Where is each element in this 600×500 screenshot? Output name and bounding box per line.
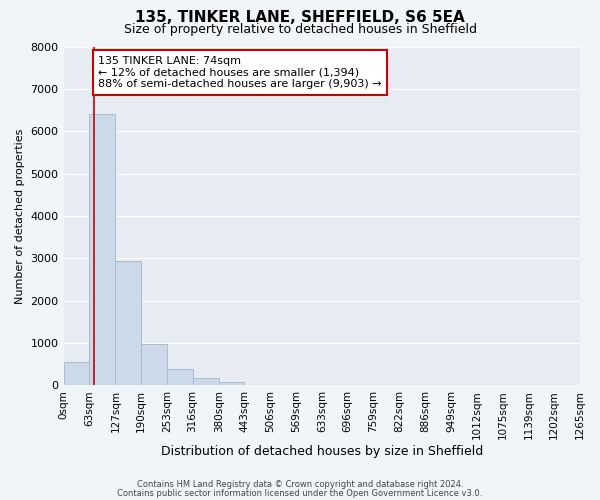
Bar: [167, 369, 193, 386]
Bar: [218, 382, 244, 386]
Text: Size of property relative to detached houses in Sheffield: Size of property relative to detached ho…: [124, 22, 476, 36]
Bar: [193, 378, 218, 386]
Bar: [89, 114, 115, 386]
Y-axis label: Number of detached properties: Number of detached properties: [15, 128, 25, 304]
Text: Contains HM Land Registry data © Crown copyright and database right 2024.: Contains HM Land Registry data © Crown c…: [137, 480, 463, 489]
Text: 135, TINKER LANE, SHEFFIELD, S6 5EA: 135, TINKER LANE, SHEFFIELD, S6 5EA: [135, 10, 465, 25]
Bar: [115, 261, 141, 386]
X-axis label: Distribution of detached houses by size in Sheffield: Distribution of detached houses by size …: [161, 444, 483, 458]
Bar: [64, 362, 89, 386]
Text: Contains public sector information licensed under the Open Government Licence v3: Contains public sector information licen…: [118, 488, 482, 498]
Text: 135 TINKER LANE: 74sqm
← 12% of detached houses are smaller (1,394)
88% of semi-: 135 TINKER LANE: 74sqm ← 12% of detached…: [98, 56, 382, 89]
Bar: [141, 344, 167, 386]
